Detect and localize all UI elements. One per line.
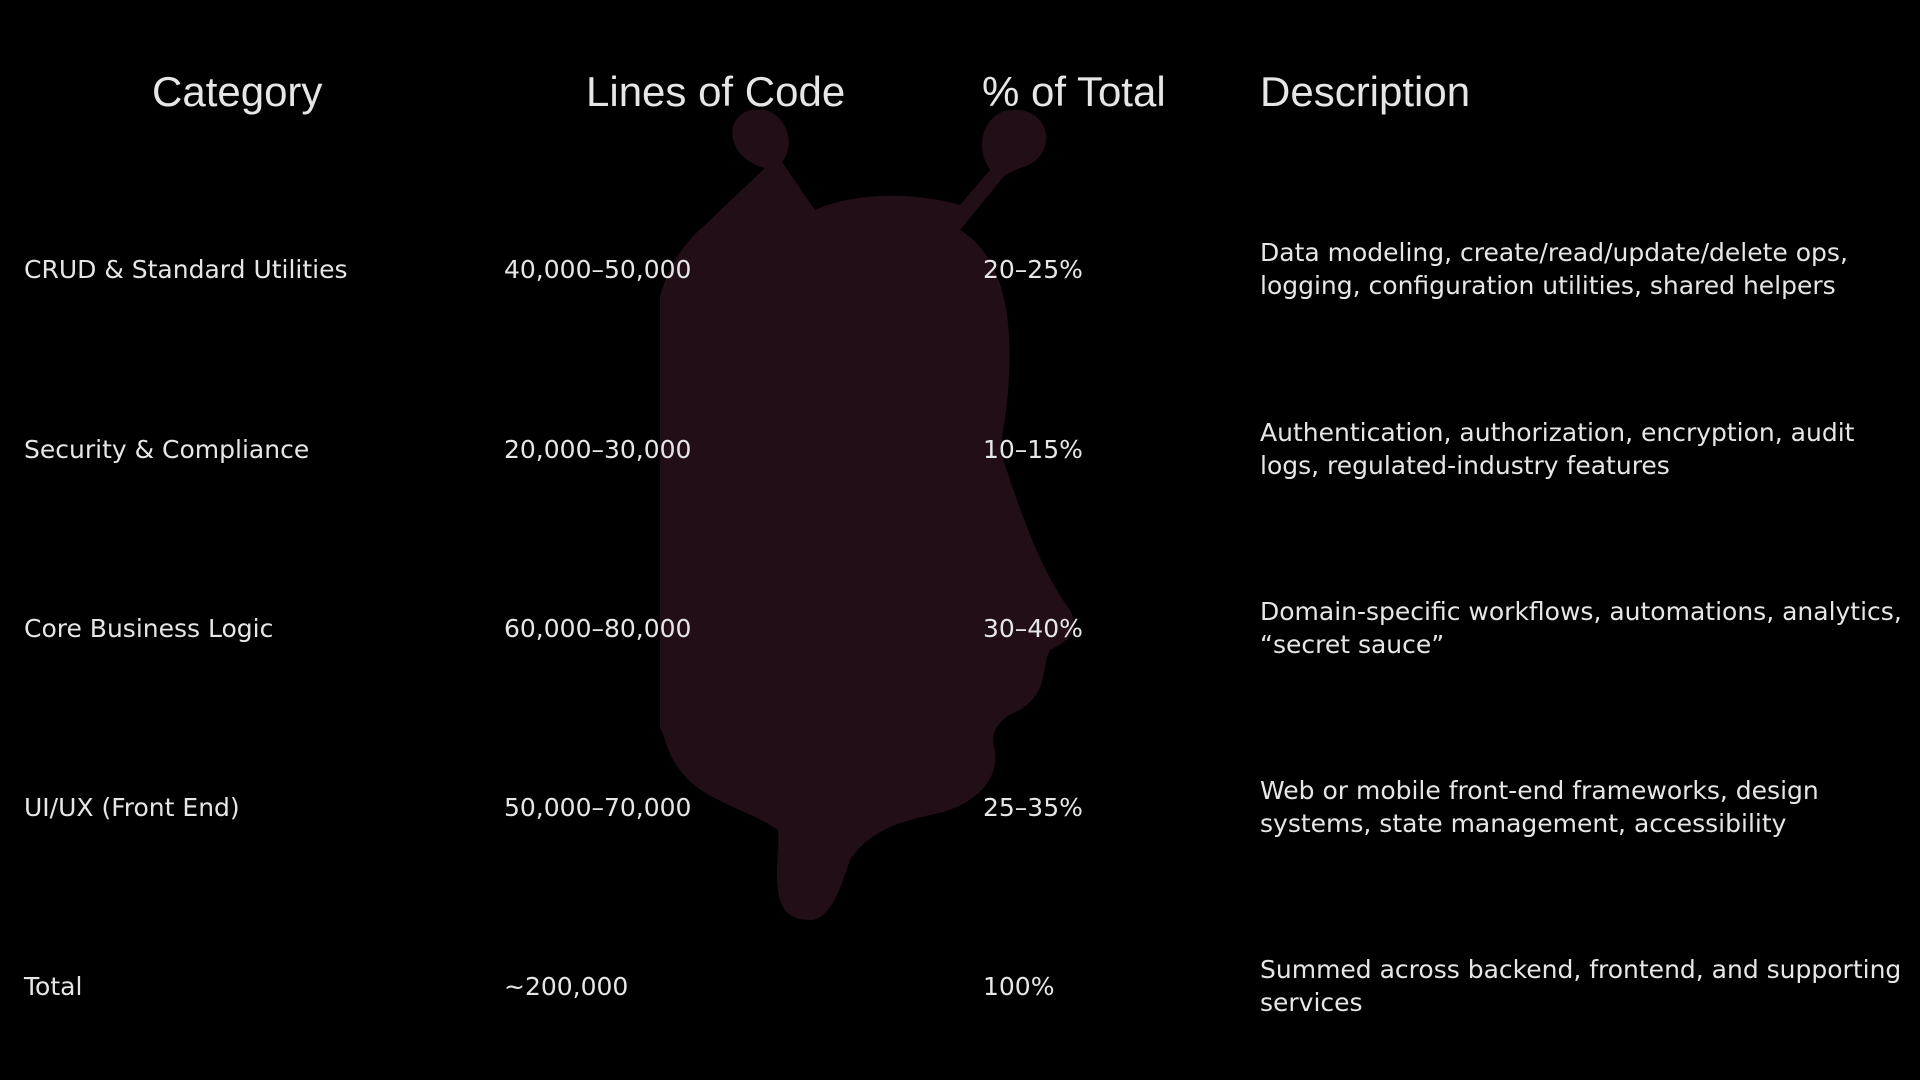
- category-cell: Security & Compliance: [24, 434, 310, 464]
- table-row-total: Total ~200,000 100% Summed across backen…: [0, 946, 1920, 1026]
- header-description: Description: [1260, 68, 1471, 115]
- category-cell: UI/UX (Front End): [24, 792, 240, 822]
- description-cell: Web or mobile front-end frameworks, desi…: [1260, 776, 1819, 838]
- table-row: UI/UX (Front End) 50,000–70,000 25–35% W…: [0, 767, 1920, 847]
- lines-of-code-cell: 60,000–80,000: [504, 613, 692, 643]
- description-cell: Data modeling, create/read/update/delete…: [1260, 238, 1848, 300]
- percent-cell: 25–35%: [983, 792, 1083, 822]
- header-category: Category: [152, 68, 323, 115]
- header-lines-of-code: Lines of Code: [586, 68, 846, 115]
- table-row: CRUD & Standard Utilities 40,000–50,000 …: [0, 229, 1920, 309]
- category-cell: Core Business Logic: [24, 613, 274, 643]
- header-percent-of-total: % of Total: [982, 68, 1166, 115]
- description-cell: Authentication, authorization, encryptio…: [1260, 418, 1855, 480]
- bug-icon: [660, 110, 1074, 920]
- lines-of-code-cell: 20,000–30,000: [504, 434, 692, 464]
- category-cell: Total: [24, 971, 83, 1001]
- percent-cell: 30–40%: [983, 613, 1083, 643]
- table-row: Security & Compliance 20,000–30,000 10–1…: [0, 409, 1920, 489]
- table-row: Core Business Logic 60,000–80,000 30–40%…: [0, 588, 1920, 668]
- lines-of-code-cell: ~200,000: [504, 971, 629, 1001]
- category-cell: CRUD & Standard Utilities: [24, 254, 348, 284]
- percent-cell: 100%: [983, 971, 1055, 1001]
- description-cell: Domain-specific workflows, automations, …: [1260, 597, 1902, 659]
- lines-of-code-cell: 50,000–70,000: [504, 792, 692, 822]
- percent-cell: 10–15%: [983, 434, 1083, 464]
- percent-cell: 20–25%: [983, 254, 1083, 284]
- description-cell: Summed across backend, frontend, and sup…: [1260, 955, 1902, 1017]
- lines-of-code-cell: 40,000–50,000: [504, 254, 692, 284]
